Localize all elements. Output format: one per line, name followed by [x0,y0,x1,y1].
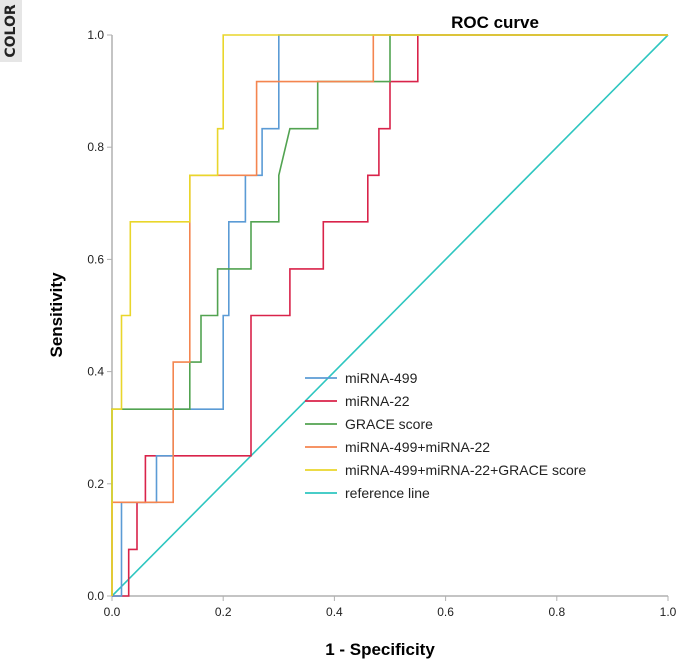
legend-label-5: reference line [345,485,430,501]
x-tick-label: 0.0 [104,605,121,619]
series-line-5 [111,34,669,597]
legend-label-1: miRNA-22 [345,393,410,409]
series-line-4 [111,34,668,596]
legend-label-0: miRNA-499 [345,370,418,386]
x-tick-label: 0.6 [437,605,454,619]
legend-label-3: miRNA-499+miRNA-22 [345,439,490,455]
series-layer [111,34,669,597]
legend-label-2: GRACE score [345,416,433,432]
color-badge: COLOR [0,0,22,62]
x-tick-label: 0.2 [215,605,232,619]
y-tick-label: 1.0 [87,28,104,42]
y-tick-label: 0.4 [87,365,104,379]
legend: miRNA-499 miRNA-22 GRACE score miRNA-499+mi… [305,370,586,501]
x-axis-label: 1 - Specificity [325,640,435,659]
chart-labels: ROC curve 1 - Specificity Sensitivity [47,13,539,659]
y-axis-label: Sensitivity [47,272,66,358]
legend-label-4: miRNA-499+miRNA-22+GRACE score [345,462,586,478]
y-tick-label: 0.6 [87,252,104,266]
chart-title: ROC curve [451,13,539,32]
x-tick-label: 0.8 [548,605,565,619]
y-tick-label: 0.8 [87,140,104,154]
axes: 0.0 0.2 0.4 0.6 0.8 1.0 0.0 0.2 0.4 0.6 0.8 1.0 [87,28,676,619]
y-tick-label: 0.2 [87,477,104,491]
x-tick-label: 0.4 [326,605,343,619]
y-tick-label: 0.0 [87,589,104,603]
series-line-1 [112,34,668,597]
x-tick-label: 1.0 [660,605,677,619]
